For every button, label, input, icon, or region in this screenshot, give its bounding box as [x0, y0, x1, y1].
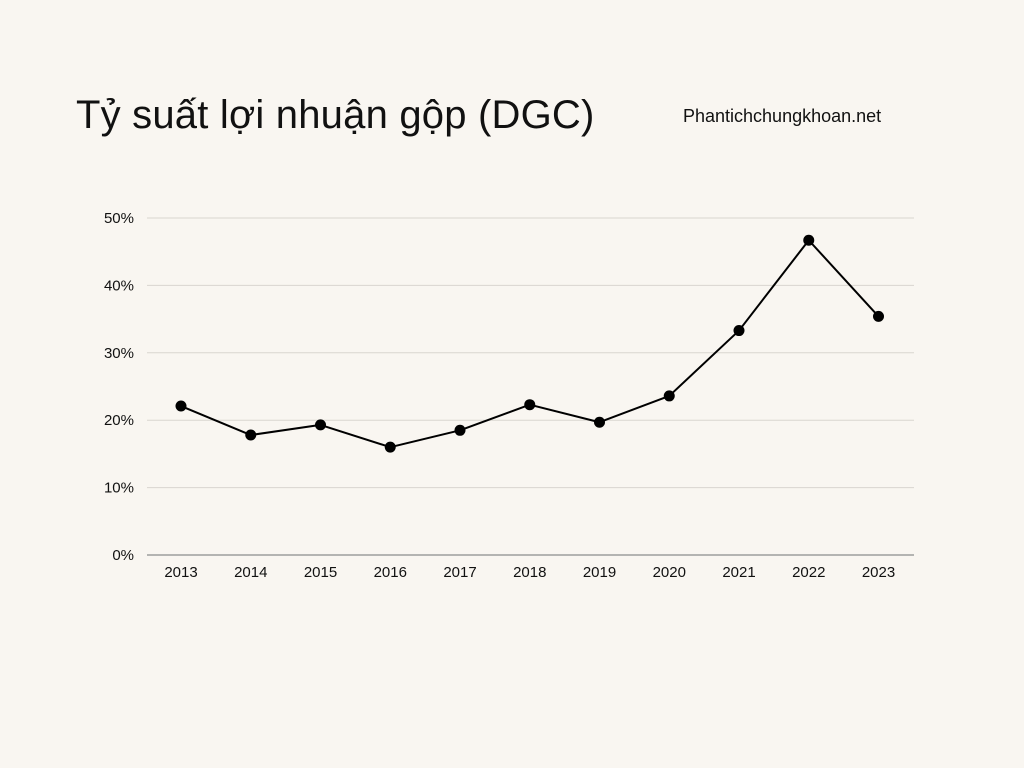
y-tick-label: 10% [104, 480, 134, 497]
x-tick-label: 2021 [722, 564, 755, 581]
source-label: Phantichchungkhoan.net [683, 106, 882, 126]
data-point [315, 419, 326, 431]
x-tick-label: 2018 [513, 564, 546, 581]
series-line [180, 239, 880, 449]
data-point [384, 441, 396, 453]
data-point [663, 390, 675, 402]
x-tick-label: 2019 [583, 564, 616, 581]
x-tick-label: 2014 [234, 564, 267, 581]
data-point [803, 234, 815, 246]
y-tick-label: 40% [104, 277, 134, 294]
chart-title: Tỷ suất lợi nhuận gộp (DGC) [76, 93, 595, 137]
x-tick-label: 2015 [304, 564, 337, 581]
x-tick-label: 2023 [862, 564, 895, 581]
data-point [873, 310, 884, 322]
data-point [594, 416, 605, 428]
y-tick-label: 50% [104, 210, 134, 227]
data-point [245, 429, 257, 441]
data-point [524, 399, 536, 411]
x-tick-label: 2022 [792, 564, 825, 581]
y-tick-label: 30% [104, 345, 134, 362]
data-point [733, 325, 745, 337]
x-tick-label: 2016 [374, 564, 407, 581]
x-tick-label: 2020 [653, 564, 686, 581]
y-tick-label: 20% [104, 412, 134, 429]
data-point [175, 400, 187, 412]
x-tick-label: 2017 [443, 564, 476, 581]
x-tick-label: 2013 [164, 564, 197, 581]
data-point [454, 424, 466, 436]
y-tick-label: 0% [112, 547, 134, 564]
